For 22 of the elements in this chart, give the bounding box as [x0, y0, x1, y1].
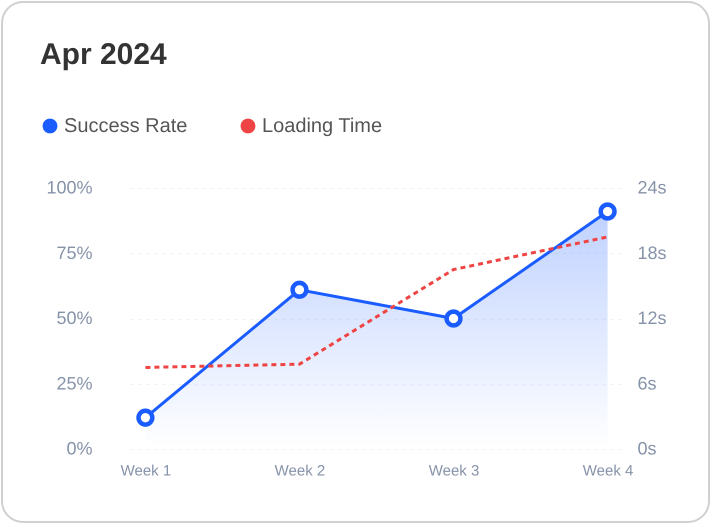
x-tick-label: Week 1 [120, 462, 172, 480]
y2-tick-label: 6s [638, 373, 657, 394]
line-series [144, 235, 610, 369]
point [290, 280, 309, 299]
legend-label: Loading Time [262, 115, 382, 137]
y-tick-label: 50% [56, 308, 92, 328]
x-tick-label: Week 3 [428, 462, 480, 480]
point [598, 202, 617, 221]
x-tick-label: Week 4 [582, 462, 634, 480]
y-tick-label: 25% [56, 373, 92, 394]
y2-tick-label: 12s [638, 308, 667, 328]
point [136, 408, 155, 427]
chart-title: Apr 2024 [40, 38, 168, 71]
point [444, 309, 463, 328]
y-tick-label: 0% [66, 438, 92, 458]
y2-tick-label: 0s [638, 438, 657, 458]
y-tick-label: 100% [46, 178, 92, 198]
y2-tick-label: 18s [638, 242, 667, 263]
legend-label: Success Rate [64, 115, 188, 137]
y2-tick-label: 24s [638, 178, 667, 198]
x-tick-label: Week 2 [274, 462, 326, 480]
y-tick-label: 75% [56, 242, 92, 263]
